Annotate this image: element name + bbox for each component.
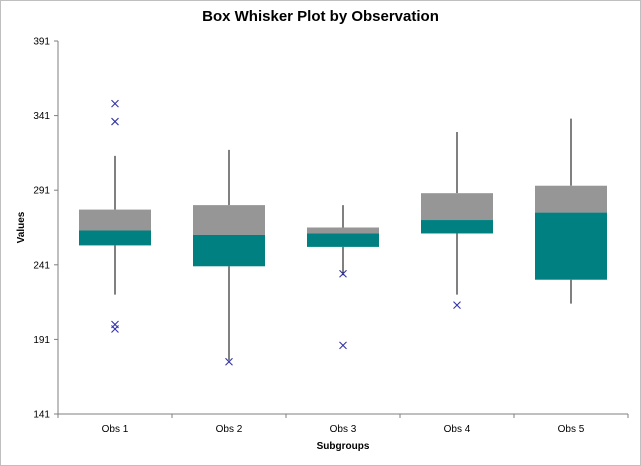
box-group [193,149,265,366]
outlier-marker [453,301,461,309]
x-tick-label: Obs 3 [330,424,357,435]
outlier-marker [111,325,119,333]
x-tick-label: Obs 2 [216,424,243,435]
outlier-marker [339,341,347,350]
outlier-marker [339,269,347,278]
y-tick-label: 241 [33,260,50,271]
outlier-marker [111,117,119,126]
box-group [79,99,151,333]
outlier-stroke [339,341,347,350]
outlier-marker [225,357,233,366]
y-tick-label: 141 [33,410,50,421]
x-tick-label: Obs 5 [558,424,585,435]
box-lower [193,234,265,267]
y-axis-title: Values [16,211,27,243]
outlier-stroke [339,269,347,278]
x-ticks: Obs 1 Obs 2 Obs 3 Obs 4 Obs 5 [57,414,629,435]
outlier-stroke [225,357,233,366]
box-lower [79,230,151,246]
y-ticks: 141 191 241 291 341 391 [33,37,58,421]
outlier-stroke [111,117,119,126]
box-group [421,132,493,309]
x-tick-label: Obs 4 [444,424,471,435]
box-group [535,118,607,304]
outlier-stroke [111,99,119,108]
boxes [79,99,607,366]
y-tick-label: 291 [33,186,50,197]
y-tick-label: 391 [33,37,50,48]
box-lower [307,233,379,247]
y-tick-label: 191 [33,335,50,346]
outlier-stroke [453,301,461,309]
axes [57,41,628,415]
chart-title: Box Whisker Plot by Observation [202,8,439,25]
x-axis-title: Subgroups [317,441,370,452]
box-lower [421,220,493,234]
box-upper [193,205,265,235]
box-group [307,205,379,350]
box-lower [535,212,607,280]
outlier-stroke [111,325,119,333]
x-tick-label: Obs 1 [102,424,129,435]
box-upper [79,209,151,231]
box-upper [535,185,607,213]
y-tick-label: 341 [33,111,50,122]
box-upper [421,193,493,221]
box-upper [307,227,379,234]
outlier-marker [111,99,119,108]
